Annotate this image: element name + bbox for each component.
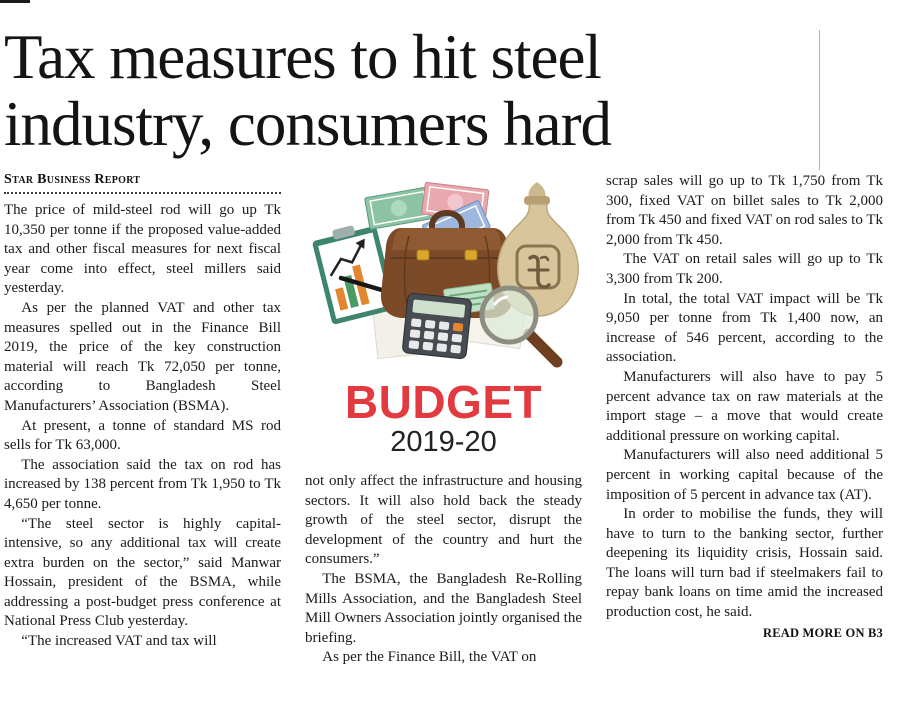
paragraph: In order to mobilise the funds, they wil… — [606, 506, 883, 621]
byline: Star Business Report — [4, 172, 141, 187]
headline-line-1: Tax measures to hit steel — [4, 22, 602, 92]
paragraph: Manufacturers will also have to pay 5 pe… — [606, 368, 883, 444]
newspaper-page: Tax measures to hit steel industry, consu… — [4, 24, 909, 668]
magnifying-glass-icon — [479, 285, 563, 368]
article-column-3: scrap sales will go up to Tk 1,750 from … — [606, 172, 883, 668]
byline-divider — [4, 192, 281, 194]
paragraph: The price of mild-steel rod will go up T… — [4, 202, 281, 297]
paragraph: “The increased VAT and tax will — [21, 633, 217, 650]
article-column-1: Star Business Report The price of mild-s… — [4, 172, 281, 668]
paragraph: The VAT on retail sales will go up to Tk… — [606, 251, 883, 287]
paragraph: In total, the total VAT impact will be T… — [606, 290, 883, 366]
clipboard-icon — [312, 225, 396, 325]
paragraph: At present, a tonne of standard MS rod s… — [4, 417, 281, 454]
paragraph: As per the Finance Bill, the VAT on — [322, 649, 537, 666]
budget-illustration — [305, 174, 582, 370]
paragraph: The BSMA, the Bangladesh Re-Rolling Mill… — [305, 570, 582, 646]
budget-badge-title: BUDGET — [344, 376, 543, 428]
column-divider-rule — [819, 30, 820, 170]
paragraph: scrap sales will go up to Tk 1,750 from … — [606, 173, 883, 248]
article-column-2: BUDGET 2019-20 not only affect the infra… — [305, 172, 582, 668]
paragraph: not only affect the infrastructure and h… — [305, 473, 582, 568]
page-edge-mark — [0, 0, 30, 3]
read-more-note: READ MORE ON B3 — [762, 625, 883, 640]
paragraph: Manufacturers will also need additional … — [606, 447, 883, 503]
headline-line-2: industry, consumers hard — [4, 89, 612, 159]
paragraph: As per the planned VAT and other tax mea… — [4, 299, 281, 414]
article-columns: Star Business Report The price of mild-s… — [4, 172, 909, 668]
calculator-icon — [402, 292, 472, 360]
article-headline: Tax measures to hit steel industry, consu… — [4, 24, 909, 158]
paragraph: “The steel sector is highly capital-inte… — [4, 515, 281, 630]
paragraph: The association said the tax on rod has … — [4, 456, 281, 512]
budget-badge-year: 2019-20 — [390, 426, 497, 458]
